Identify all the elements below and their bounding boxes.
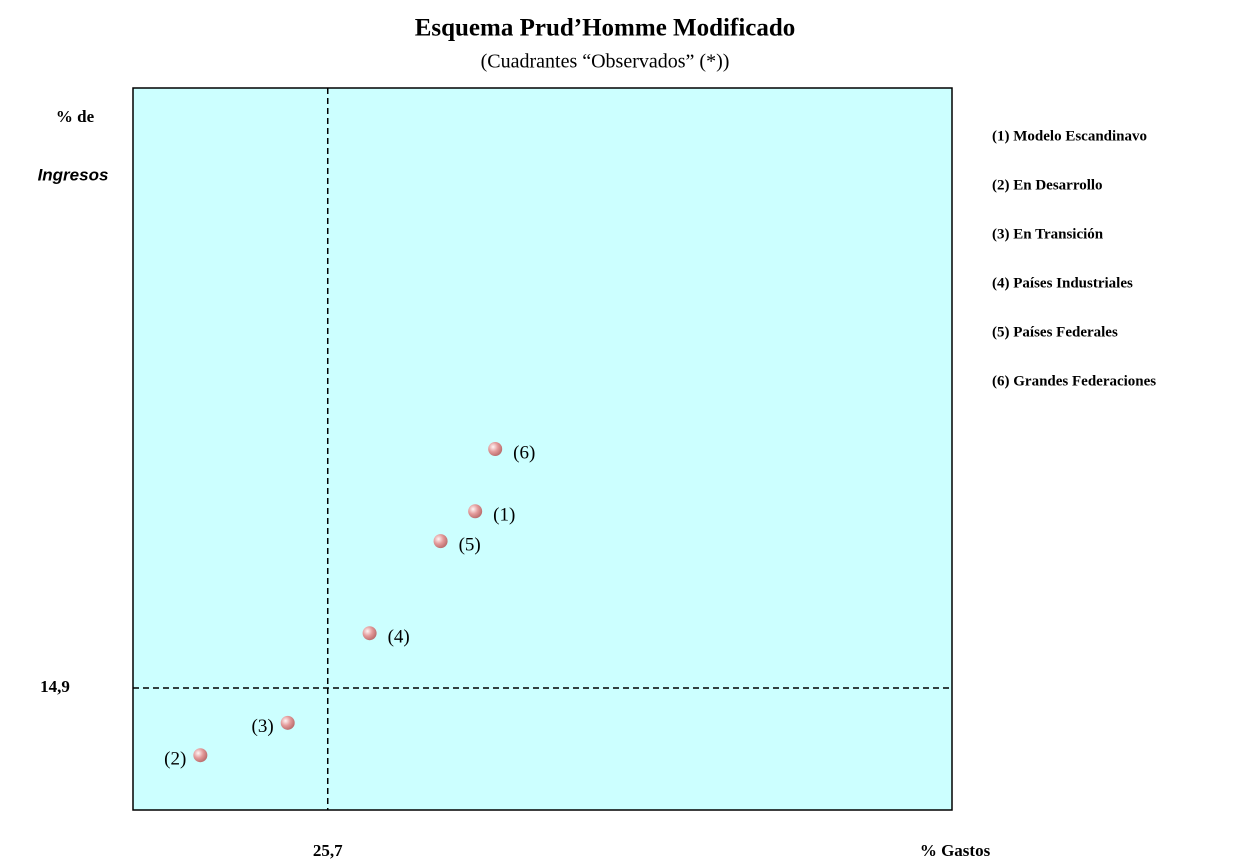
point — [193, 748, 208, 763]
legend-entry: (2) En Desarrollo — [992, 177, 1103, 193]
y-axis-label: % de — [56, 107, 95, 126]
plot-area — [132, 87, 953, 811]
legend-entry: (6) Grandes Federaciones — [992, 373, 1156, 389]
point-label: (1) — [493, 505, 515, 526]
point — [433, 534, 448, 549]
chart-title: Esquema Prud’Homme Modificado — [415, 15, 796, 42]
point — [362, 626, 377, 641]
legend-entry: (1) Modelo Escandinavo — [992, 128, 1147, 144]
legend-entry: (5) Países Federales — [992, 324, 1118, 340]
point — [468, 504, 483, 519]
point-label: (5) — [459, 534, 481, 555]
point-label: (6) — [513, 442, 535, 463]
chart-subtitle: (Cuadrantes “Observados” (*)) — [481, 51, 730, 73]
point-label: (3) — [252, 716, 274, 737]
point-label: (2) — [164, 749, 186, 770]
point — [488, 442, 503, 456]
x-axis-label: % Gastos — [920, 841, 991, 860]
x-tick-label: 25,7 — [313, 841, 343, 860]
point — [280, 715, 295, 730]
y-axis-label: Ingresos — [38, 165, 109, 184]
y-tick-label: 14,9 — [40, 677, 70, 696]
legend-entry: (3) En Transición — [992, 226, 1104, 242]
point-label: (4) — [388, 627, 410, 648]
legend-entry: (4) Países Industriales — [992, 275, 1133, 291]
